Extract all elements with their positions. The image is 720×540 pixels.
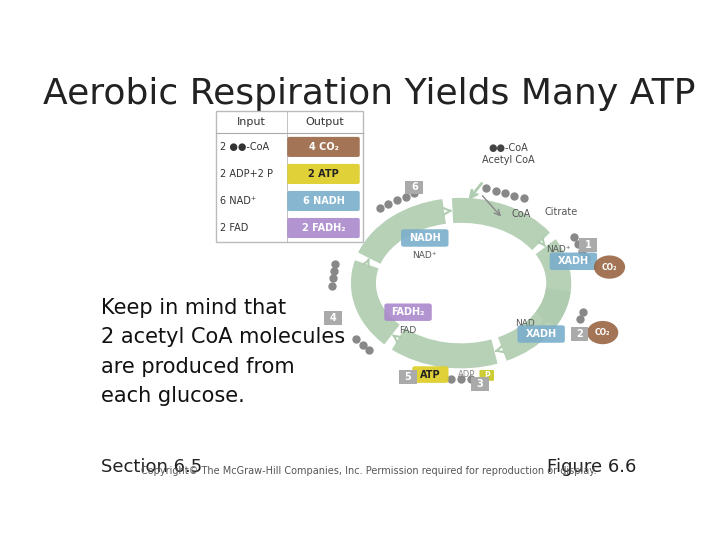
Text: 6 NAD⁺: 6 NAD⁺ bbox=[220, 196, 256, 206]
Text: XADH: XADH bbox=[526, 329, 557, 339]
Text: Aerobic Respiration Yields Many ATP: Aerobic Respiration Yields Many ATP bbox=[42, 77, 696, 111]
Text: 3: 3 bbox=[477, 379, 483, 389]
Text: NAD⁺: NAD⁺ bbox=[546, 245, 571, 254]
FancyBboxPatch shape bbox=[287, 191, 360, 211]
Text: 6: 6 bbox=[411, 183, 418, 192]
Text: 2 ADP+2 P: 2 ADP+2 P bbox=[220, 169, 273, 179]
Text: 4: 4 bbox=[329, 313, 336, 323]
FancyBboxPatch shape bbox=[215, 111, 364, 241]
FancyBboxPatch shape bbox=[401, 230, 449, 247]
Text: NADH: NADH bbox=[409, 233, 441, 243]
FancyBboxPatch shape bbox=[570, 327, 588, 341]
Text: Input: Input bbox=[237, 117, 266, 127]
Text: FAD: FAD bbox=[400, 326, 417, 334]
Text: 4 CO₂: 4 CO₂ bbox=[309, 142, 338, 152]
FancyBboxPatch shape bbox=[471, 377, 489, 390]
Text: Citrate: Citrate bbox=[545, 207, 578, 218]
Text: CoA: CoA bbox=[511, 210, 531, 219]
Text: CO₂: CO₂ bbox=[602, 262, 617, 272]
FancyBboxPatch shape bbox=[480, 370, 494, 381]
FancyBboxPatch shape bbox=[287, 137, 360, 157]
Text: 6 NADH: 6 NADH bbox=[302, 196, 344, 206]
Text: ATP: ATP bbox=[420, 369, 441, 380]
Text: 2 ●●-CoA: 2 ●●-CoA bbox=[220, 142, 269, 152]
FancyBboxPatch shape bbox=[549, 253, 597, 270]
Text: NAD⁺: NAD⁺ bbox=[413, 251, 437, 260]
Text: ●●-CoA
Acetyl CoA: ●●-CoA Acetyl CoA bbox=[482, 143, 535, 165]
Text: Copyright© The McGraw-Hill Companies, Inc. Permission required for reproduction : Copyright© The McGraw-Hill Companies, In… bbox=[141, 467, 597, 476]
FancyBboxPatch shape bbox=[413, 366, 449, 383]
Text: NAD: NAD bbox=[515, 319, 534, 328]
FancyBboxPatch shape bbox=[324, 311, 341, 325]
Text: 2 ATP: 2 ATP bbox=[308, 169, 339, 179]
Text: Output: Output bbox=[305, 117, 344, 127]
FancyBboxPatch shape bbox=[399, 370, 417, 383]
Text: Figure 6.6: Figure 6.6 bbox=[547, 458, 637, 476]
Circle shape bbox=[594, 255, 625, 279]
Text: Keep in mind that
2 acetyl CoA molecules
are produced from
each glucose.: Keep in mind that 2 acetyl CoA molecules… bbox=[101, 298, 346, 407]
FancyBboxPatch shape bbox=[287, 218, 360, 238]
FancyBboxPatch shape bbox=[518, 325, 565, 343]
FancyBboxPatch shape bbox=[405, 181, 423, 194]
Text: 1: 1 bbox=[585, 240, 591, 250]
Text: ADP: ADP bbox=[458, 370, 475, 379]
Text: CO₂: CO₂ bbox=[595, 328, 611, 337]
Text: FADH₂: FADH₂ bbox=[392, 307, 425, 317]
Text: Section 6.5: Section 6.5 bbox=[101, 458, 202, 476]
Text: 2: 2 bbox=[576, 329, 582, 339]
Text: XADH: XADH bbox=[558, 256, 589, 266]
Text: 2 FADH₂: 2 FADH₂ bbox=[302, 223, 346, 233]
FancyBboxPatch shape bbox=[287, 164, 360, 184]
FancyBboxPatch shape bbox=[384, 303, 432, 321]
Text: 2 FAD: 2 FAD bbox=[220, 223, 248, 233]
Text: 5: 5 bbox=[404, 372, 411, 382]
Text: P: P bbox=[484, 371, 490, 380]
Circle shape bbox=[587, 321, 618, 344]
FancyBboxPatch shape bbox=[579, 238, 597, 252]
